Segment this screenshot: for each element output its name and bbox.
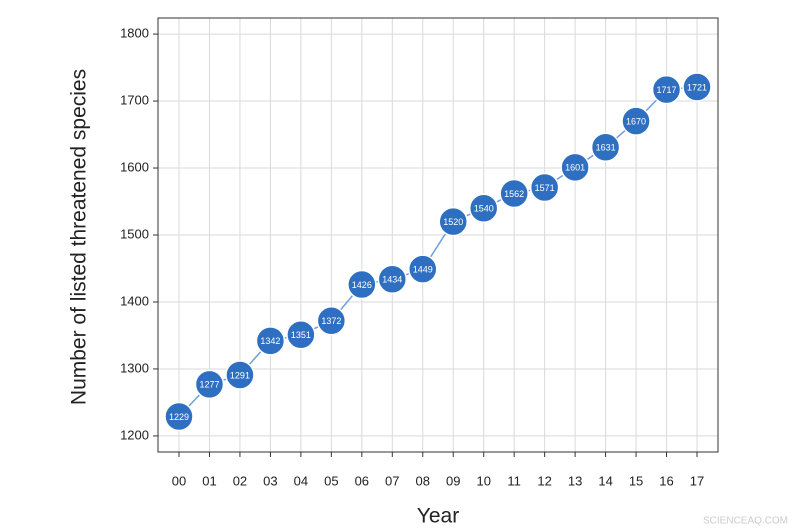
x-tick-label: 06 (355, 473, 369, 488)
x-tick-label: 03 (263, 473, 277, 488)
value-label: 1631 (596, 143, 616, 153)
line (178, 86, 698, 418)
marker (347, 269, 377, 300)
value-label: 1277 (199, 380, 219, 390)
y-tick-label: 1400 (120, 293, 149, 308)
value-label: 1449 (413, 265, 433, 275)
marker (194, 369, 225, 400)
marker (621, 106, 651, 136)
marker (286, 320, 316, 350)
x-tick-label: 07 (385, 473, 399, 488)
x-tick-label: 15 (629, 473, 643, 488)
value-label: 1434 (382, 275, 402, 285)
marker (164, 401, 194, 432)
marker (377, 264, 408, 294)
y-tick-label: 1200 (120, 427, 149, 442)
marker (316, 305, 347, 336)
x-tick-label: 16 (659, 473, 673, 488)
value-label: 1540 (474, 204, 494, 214)
value-label: 1351 (291, 330, 311, 340)
x-tick-label: 01 (202, 473, 216, 488)
x-tick-label: 08 (416, 473, 430, 488)
marker (438, 206, 468, 237)
x-tick-label: 11 (507, 473, 521, 488)
marker (408, 254, 438, 284)
marker (682, 72, 712, 102)
value-label: 1717 (657, 85, 677, 95)
value-label: 1721 (687, 82, 707, 92)
y-tick-label: 1300 (120, 360, 149, 375)
x-tick-label: 05 (324, 473, 338, 488)
marker (225, 360, 255, 390)
value-label: 1291 (230, 370, 250, 380)
value-label: 1372 (321, 316, 341, 326)
x-tick-label: 10 (476, 473, 490, 488)
y-axis-label: Number of listed threatened species (68, 69, 91, 405)
x-tick-label: 17 (690, 473, 704, 488)
value-label: 1601 (565, 163, 585, 173)
marker (499, 178, 529, 209)
y-tick-label: 1700 (120, 92, 149, 107)
value-label: 1571 (535, 183, 555, 193)
value-label: 1342 (260, 336, 280, 346)
marker (529, 172, 560, 203)
value-label: 1229 (169, 412, 189, 422)
x-tick-label: 14 (598, 473, 612, 488)
marker (560, 152, 590, 183)
x-axis-label: Year (417, 505, 459, 528)
x-tick-label: 02 (233, 473, 247, 488)
plot-frame (157, 17, 719, 453)
x-tick-label: 13 (568, 473, 582, 488)
x-tick-label: 09 (446, 473, 460, 488)
value-label: 1520 (443, 217, 463, 227)
y-tick-label: 1500 (120, 226, 149, 241)
x-tick-label: 12 (537, 473, 551, 488)
x-tick-label: 00 (172, 473, 186, 488)
y-tick-label: 1600 (120, 159, 149, 174)
marker (468, 193, 499, 223)
value-label: 1562 (504, 189, 524, 199)
x-tick-label: 04 (294, 473, 308, 488)
watermark: SCIENCEAQ.COM (703, 516, 788, 527)
marker (255, 326, 286, 356)
value-label: 1670 (626, 117, 646, 127)
y-tick-label: 1800 (120, 26, 149, 41)
marker (651, 74, 682, 105)
value-label: 1426 (352, 280, 372, 290)
marker (590, 132, 621, 163)
